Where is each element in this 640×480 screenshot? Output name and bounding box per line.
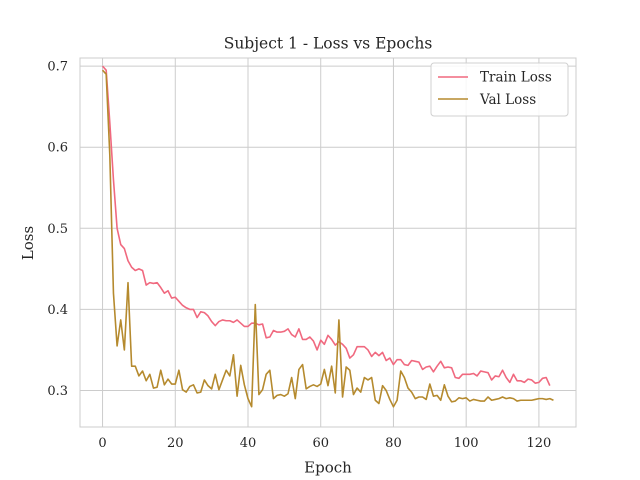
x-tick-label: 0 xyxy=(98,436,106,451)
train-loss-line xyxy=(101,65,551,386)
x-tick-label: 60 xyxy=(312,436,329,451)
y-tick-label: 0.4 xyxy=(47,303,68,318)
y-tick-label: 0.3 xyxy=(47,384,68,399)
chart-title: Subject 1 - Loss vs Epochs xyxy=(224,35,433,53)
x-tick-label: 120 xyxy=(526,436,551,451)
y-tick-label: 0.5 xyxy=(47,222,68,237)
x-tick-label: 20 xyxy=(167,436,184,451)
y-tick-label: 0.7 xyxy=(47,60,68,75)
val-loss-line xyxy=(101,69,554,408)
x-tick-label: 80 xyxy=(385,436,402,451)
plot-area-frame xyxy=(79,57,577,428)
x-tick-label: 100 xyxy=(454,436,479,451)
y-tick-label: 0.6 xyxy=(47,141,68,156)
legend-label-val-loss: Val Loss xyxy=(479,92,536,108)
legend: Train Loss Val Loss xyxy=(430,62,569,117)
y-axis-label: Loss xyxy=(19,226,37,260)
x-tick-label: 40 xyxy=(240,436,257,451)
legend-label-train-loss: Train Loss xyxy=(480,70,552,86)
series-layer xyxy=(101,65,554,408)
grid xyxy=(80,58,576,427)
tick-labels: 0 20 40 60 80 100 120 0.3 0.4 0.5 0.6 0.7 xyxy=(47,60,551,451)
x-axis-label: Epoch xyxy=(304,459,352,477)
